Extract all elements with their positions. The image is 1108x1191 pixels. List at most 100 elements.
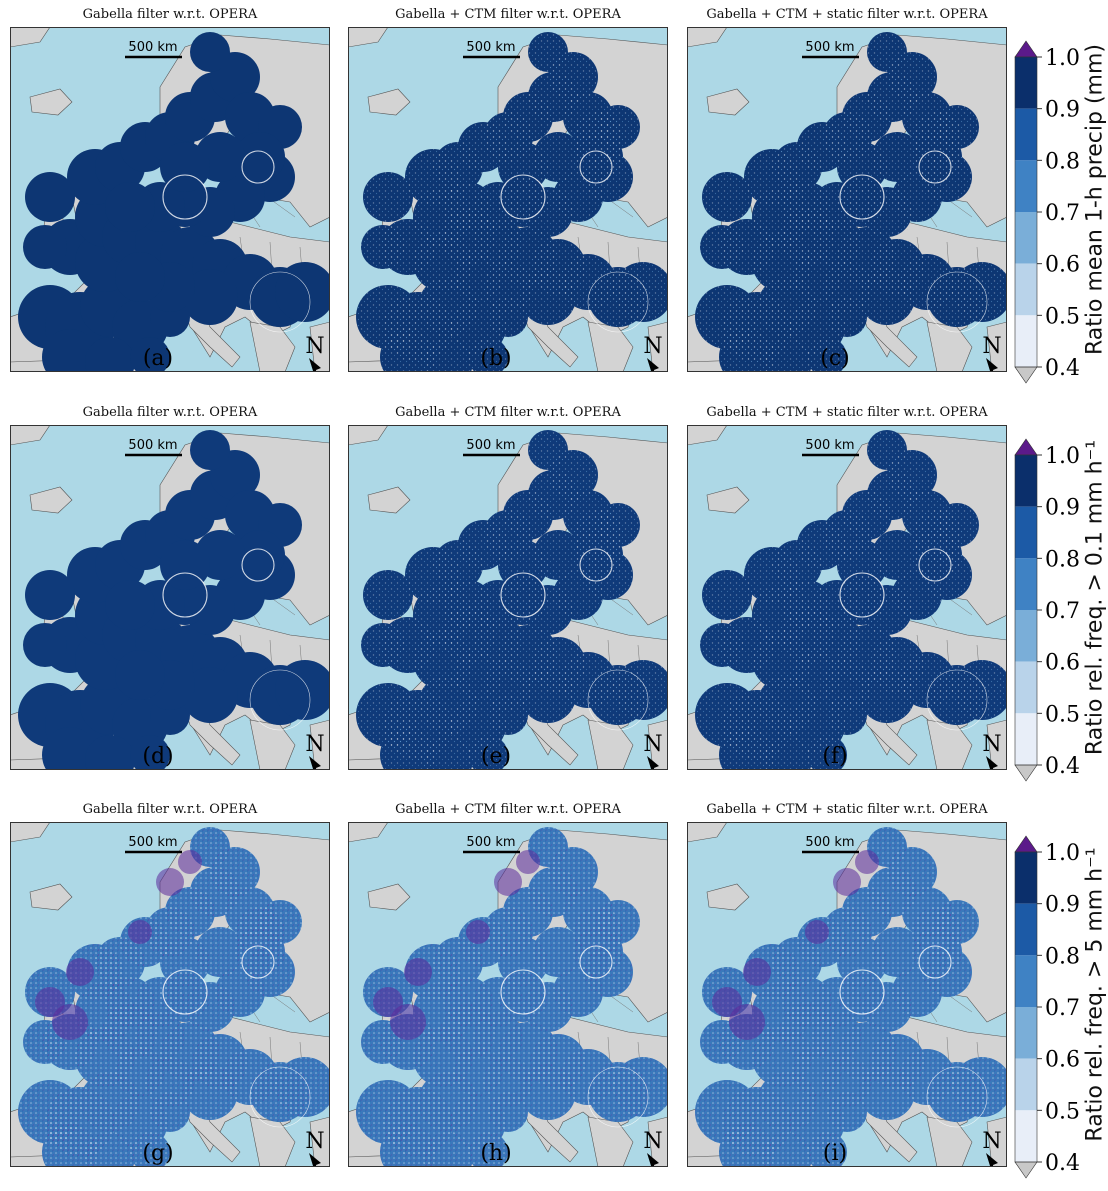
map-panel: 500 km N (e): [348, 425, 668, 770]
radar-ring-artifact: [918, 150, 952, 184]
radar-circle: [42, 329, 98, 372]
land-mass: [309, 719, 330, 770]
country-border: [269, 198, 296, 218]
colorbar: 1.0 0.9 0.8 0.7 0.6 0.5 0.4: [1014, 438, 1080, 782]
colorbar-segment: [1015, 558, 1037, 610]
land-mass: [367, 486, 411, 514]
colorbar-segment: [1015, 903, 1037, 956]
north-label: N: [305, 334, 324, 359]
land-mass: [309, 321, 330, 372]
colorbar-segment: [1015, 212, 1037, 264]
colorbar-extend-top: [1014, 438, 1038, 456]
north-arrow-icon: [647, 1153, 659, 1167]
high-ratio-patch: [52, 1004, 88, 1040]
high-ratio-patch: [516, 850, 540, 874]
radar-ring-artifact: [500, 572, 546, 618]
land-mass: [706, 486, 750, 514]
colorbar: 1.0 0.9 0.8 0.7 0.6 0.5 0.4: [1014, 40, 1080, 384]
colorbar-tick-label: 0.4: [1045, 1151, 1080, 1176]
radar-ring-artifact: [926, 669, 988, 731]
colorbar-segment: [1015, 661, 1037, 714]
map-panel: 500 km N (h): [348, 822, 668, 1167]
north-arrow-icon: [986, 358, 998, 372]
radar-circle: [275, 660, 330, 720]
north-label: N: [982, 334, 1001, 359]
north-arrow-icon: [309, 756, 321, 770]
radar-ring-artifact: [500, 174, 546, 220]
high-ratio-patch: [178, 850, 202, 874]
colorbar-segment: [1015, 852, 1037, 904]
scale-bar-label: 500 km: [805, 438, 854, 453]
north-label: N: [982, 1129, 1001, 1154]
panel-frame: [348, 425, 668, 770]
colorbar-tick-label: 0.5: [1045, 1099, 1080, 1124]
panel-title: Gabella + CTM + static filter w.r.t. OPE…: [706, 405, 988, 420]
radar-circle: [115, 650, 165, 700]
colorbar-tick-label: 0.8: [1045, 149, 1080, 174]
scale-bar-label: 500 km: [466, 40, 515, 55]
high-ratio-patch: [494, 868, 522, 896]
radar-circle: [182, 269, 238, 325]
radar-ring-artifact: [579, 150, 613, 184]
high-ratio-patch: [712, 987, 742, 1017]
colorbar-label: Ratio rel. freq. > 0.1 mm h⁻¹: [1082, 439, 1108, 756]
colorbar-extend-top: [1014, 835, 1038, 853]
colorbar: 1.0 0.9 0.8 0.7 0.6 0.5 0.4: [1014, 835, 1080, 1179]
radar-ring-artifact: [241, 548, 275, 582]
land-mass: [647, 719, 668, 770]
high-ratio-patch: [390, 1004, 426, 1040]
scale-bar-label: 500 km: [466, 438, 515, 453]
colorbar-segment: [1015, 955, 1037, 1007]
radar-texture: [356, 32, 668, 372]
colorbar-segment: [1015, 263, 1037, 316]
panel-title: Gabella filter w.r.t. OPERA: [82, 405, 258, 420]
panel-letter: (f): [822, 744, 847, 769]
radar-circle: [130, 337, 170, 372]
colorbar-tick-label: 0.6: [1045, 651, 1080, 676]
radar-circle: [23, 225, 67, 269]
land-mass: [348, 425, 389, 446]
panel-frame: [687, 822, 1007, 1167]
scale-bar-label: 500 km: [466, 835, 515, 850]
radar-ring-artifact: [918, 548, 952, 582]
radar-texture: [356, 827, 668, 1167]
radar-ring-artifact: [587, 271, 649, 333]
panel-letter: (a): [143, 346, 173, 371]
high-ratio-patch: [466, 920, 490, 944]
map-panel: 500 km N (a): [10, 27, 330, 372]
panel-frame: [348, 27, 668, 372]
radar-circle: [23, 623, 67, 667]
country-border: [946, 198, 973, 218]
map-panel: 500 km N (b): [348, 27, 668, 372]
radar-circle: [42, 727, 98, 770]
radar-ring-artifact: [587, 669, 649, 731]
radar-circle: [105, 580, 155, 630]
panel-letter: (e): [481, 744, 511, 769]
land-mass: [348, 27, 389, 48]
land-mass: [706, 883, 750, 911]
land-mass: [687, 822, 728, 843]
scale-bar-label: 500 km: [805, 835, 854, 850]
colorbar-tick-label: 0.8: [1045, 944, 1080, 969]
colorbar-segment: [1015, 1058, 1037, 1111]
radar-circle: [130, 735, 170, 770]
scale-bar-label: 500 km: [805, 40, 854, 55]
panel-frame: [10, 822, 330, 1167]
radar-ring-artifact: [162, 174, 208, 220]
land-mass: [986, 321, 1007, 372]
radar-circle: [275, 262, 330, 322]
radar-ring-artifact: [839, 572, 885, 618]
country-border: [607, 596, 634, 616]
radar-circle: [190, 430, 230, 470]
panel-title: Gabella + CTM + static filter w.r.t. OPE…: [706, 7, 988, 22]
map-panel: 500 km N (i): [687, 822, 1007, 1167]
high-ratio-patch: [404, 958, 432, 986]
radar-ring-artifact: [839, 174, 885, 220]
radar-circle: [235, 530, 285, 580]
radar-circle: [182, 667, 238, 723]
colorbar-tick-label: 0.5: [1045, 304, 1080, 329]
panel-letter: (g): [142, 1141, 173, 1166]
land-mass: [986, 1116, 1007, 1167]
radar-ring-artifact: [249, 669, 311, 731]
colorbar-tick-label: 0.7: [1045, 201, 1080, 226]
